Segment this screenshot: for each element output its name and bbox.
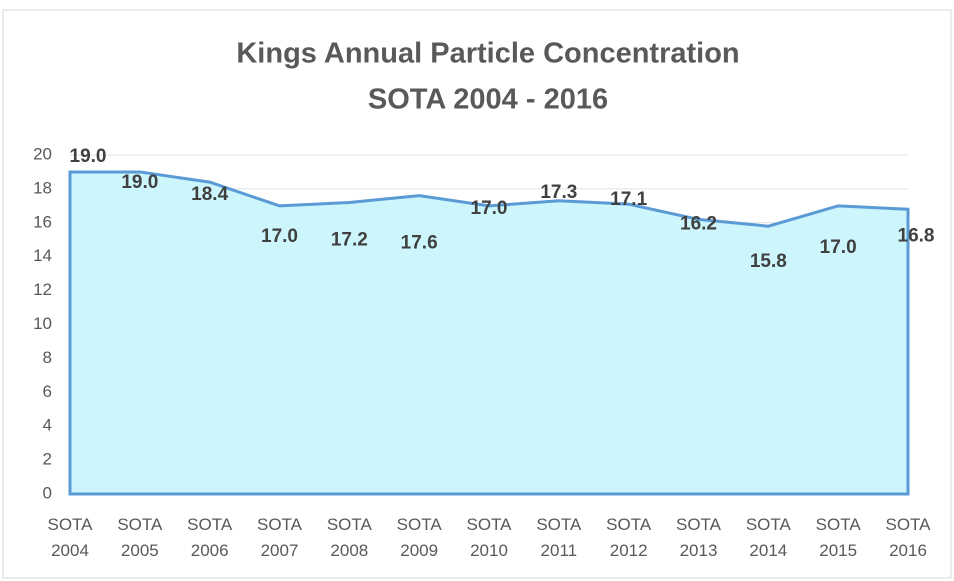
data-label: 16.2: [680, 213, 717, 234]
data-label: 17.0: [471, 198, 508, 219]
x-tick-label: SOTA 2013: [675, 515, 722, 560]
y-tick-label: 4: [43, 416, 52, 435]
x-tick-label: SOTA 2011: [536, 515, 582, 560]
y-tick-label: 16: [33, 212, 52, 231]
x-tick-label: SOTA 2009: [396, 515, 442, 560]
y-tick-label: 12: [33, 280, 52, 299]
data-label: 17.6: [401, 233, 438, 254]
y-tick-label: 2: [43, 450, 52, 469]
y-tick-label: 10: [33, 314, 52, 333]
x-tick-label: SOTA 2004: [47, 515, 93, 560]
data-label: 17.0: [820, 237, 857, 258]
x-tick-label: SOTA 2005: [117, 515, 163, 560]
x-tick-label: SOTA 2010: [466, 515, 512, 560]
chart-title: Kings Annual Particle Concentration: [236, 38, 739, 70]
x-tick-label: SOTA 2012: [606, 515, 652, 560]
data-label: 17.2: [331, 229, 368, 250]
data-label: 17.3: [540, 182, 577, 203]
data-label: 17.0: [261, 226, 298, 247]
x-tick-label: SOTA 2006: [187, 515, 233, 560]
x-tick-label: SOTA 2014: [745, 515, 791, 560]
x-tick-label: SOTA 2016: [885, 515, 931, 560]
y-tick-label: 14: [33, 246, 52, 265]
y-tick-label: 20: [33, 144, 52, 163]
area: [68, 170, 910, 496]
data-label: 16.8: [898, 225, 935, 246]
y-tick-label: 8: [43, 348, 52, 367]
x-tick-label: SOTA 2008: [326, 515, 372, 560]
data-label: 18.4: [191, 184, 228, 205]
data-label: 19.0: [70, 146, 107, 167]
y-tick-label: 0: [43, 483, 52, 502]
y-tick-label: 6: [43, 382, 52, 401]
data-label: 19.0: [121, 172, 158, 193]
y-tick-label: 18: [33, 178, 52, 197]
data-label: 17.1: [610, 189, 647, 210]
data-label: 15.8: [750, 251, 787, 272]
x-tick-label: SOTA 2015: [815, 515, 861, 560]
chart-subtitle: SOTA 2004 - 2016: [368, 84, 608, 116]
x-tick-label: SOTA 2007: [256, 515, 303, 560]
